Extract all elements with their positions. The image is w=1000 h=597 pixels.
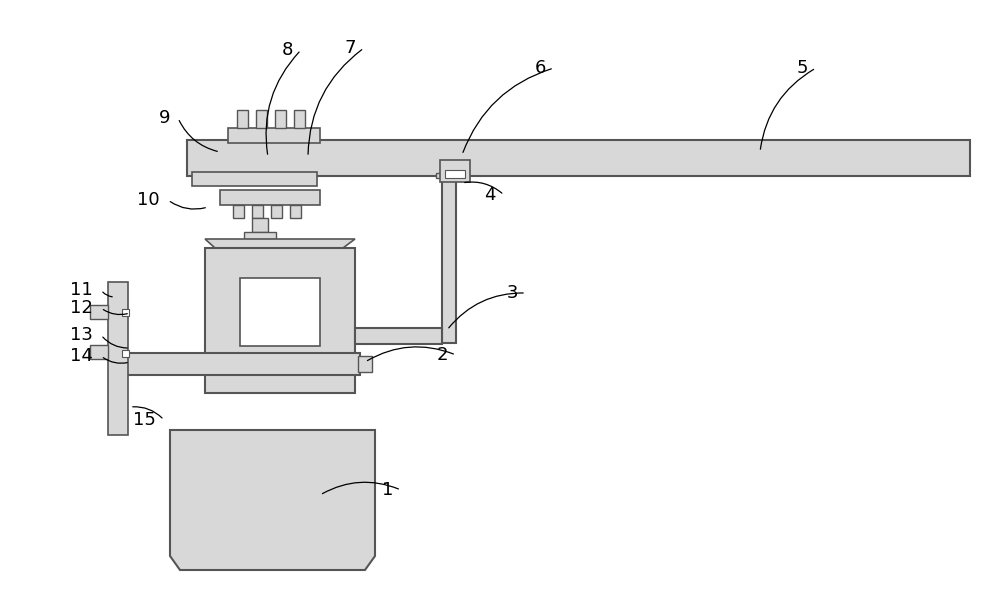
Bar xyxy=(90,345,108,359)
Text: 2: 2 xyxy=(436,346,448,364)
Bar xyxy=(122,309,129,316)
Bar xyxy=(228,128,320,143)
Bar xyxy=(252,218,268,232)
Bar xyxy=(290,205,301,218)
Bar xyxy=(445,170,465,178)
Bar xyxy=(275,110,286,128)
Text: 14: 14 xyxy=(70,347,93,365)
Bar xyxy=(240,278,320,346)
Bar xyxy=(256,110,267,128)
Text: 3: 3 xyxy=(507,284,518,302)
Text: 9: 9 xyxy=(158,109,170,127)
Bar xyxy=(440,160,470,182)
Bar xyxy=(355,328,442,344)
Bar xyxy=(358,356,372,372)
Bar xyxy=(436,173,462,178)
Bar xyxy=(192,172,317,186)
Bar xyxy=(271,205,282,218)
Polygon shape xyxy=(170,430,375,570)
Text: 11: 11 xyxy=(70,281,93,299)
Text: 12: 12 xyxy=(70,299,93,317)
Polygon shape xyxy=(205,239,355,248)
Bar xyxy=(90,305,108,319)
Bar xyxy=(233,205,244,218)
Bar xyxy=(205,248,355,393)
Text: 4: 4 xyxy=(484,186,496,204)
Bar xyxy=(187,140,970,176)
Bar xyxy=(294,110,305,128)
Text: 15: 15 xyxy=(133,411,156,429)
Text: 5: 5 xyxy=(796,59,808,77)
Text: 8: 8 xyxy=(282,41,293,59)
Bar xyxy=(237,110,248,128)
Bar xyxy=(442,176,456,343)
Bar xyxy=(244,232,276,239)
Text: 6: 6 xyxy=(535,59,546,77)
Bar xyxy=(252,205,263,218)
Bar xyxy=(108,282,128,435)
Text: 7: 7 xyxy=(344,39,356,57)
Bar xyxy=(115,353,360,375)
Text: 13: 13 xyxy=(70,326,93,344)
Bar xyxy=(220,190,320,205)
Bar xyxy=(122,350,129,357)
Text: 1: 1 xyxy=(382,481,393,499)
Text: 10: 10 xyxy=(137,191,160,209)
